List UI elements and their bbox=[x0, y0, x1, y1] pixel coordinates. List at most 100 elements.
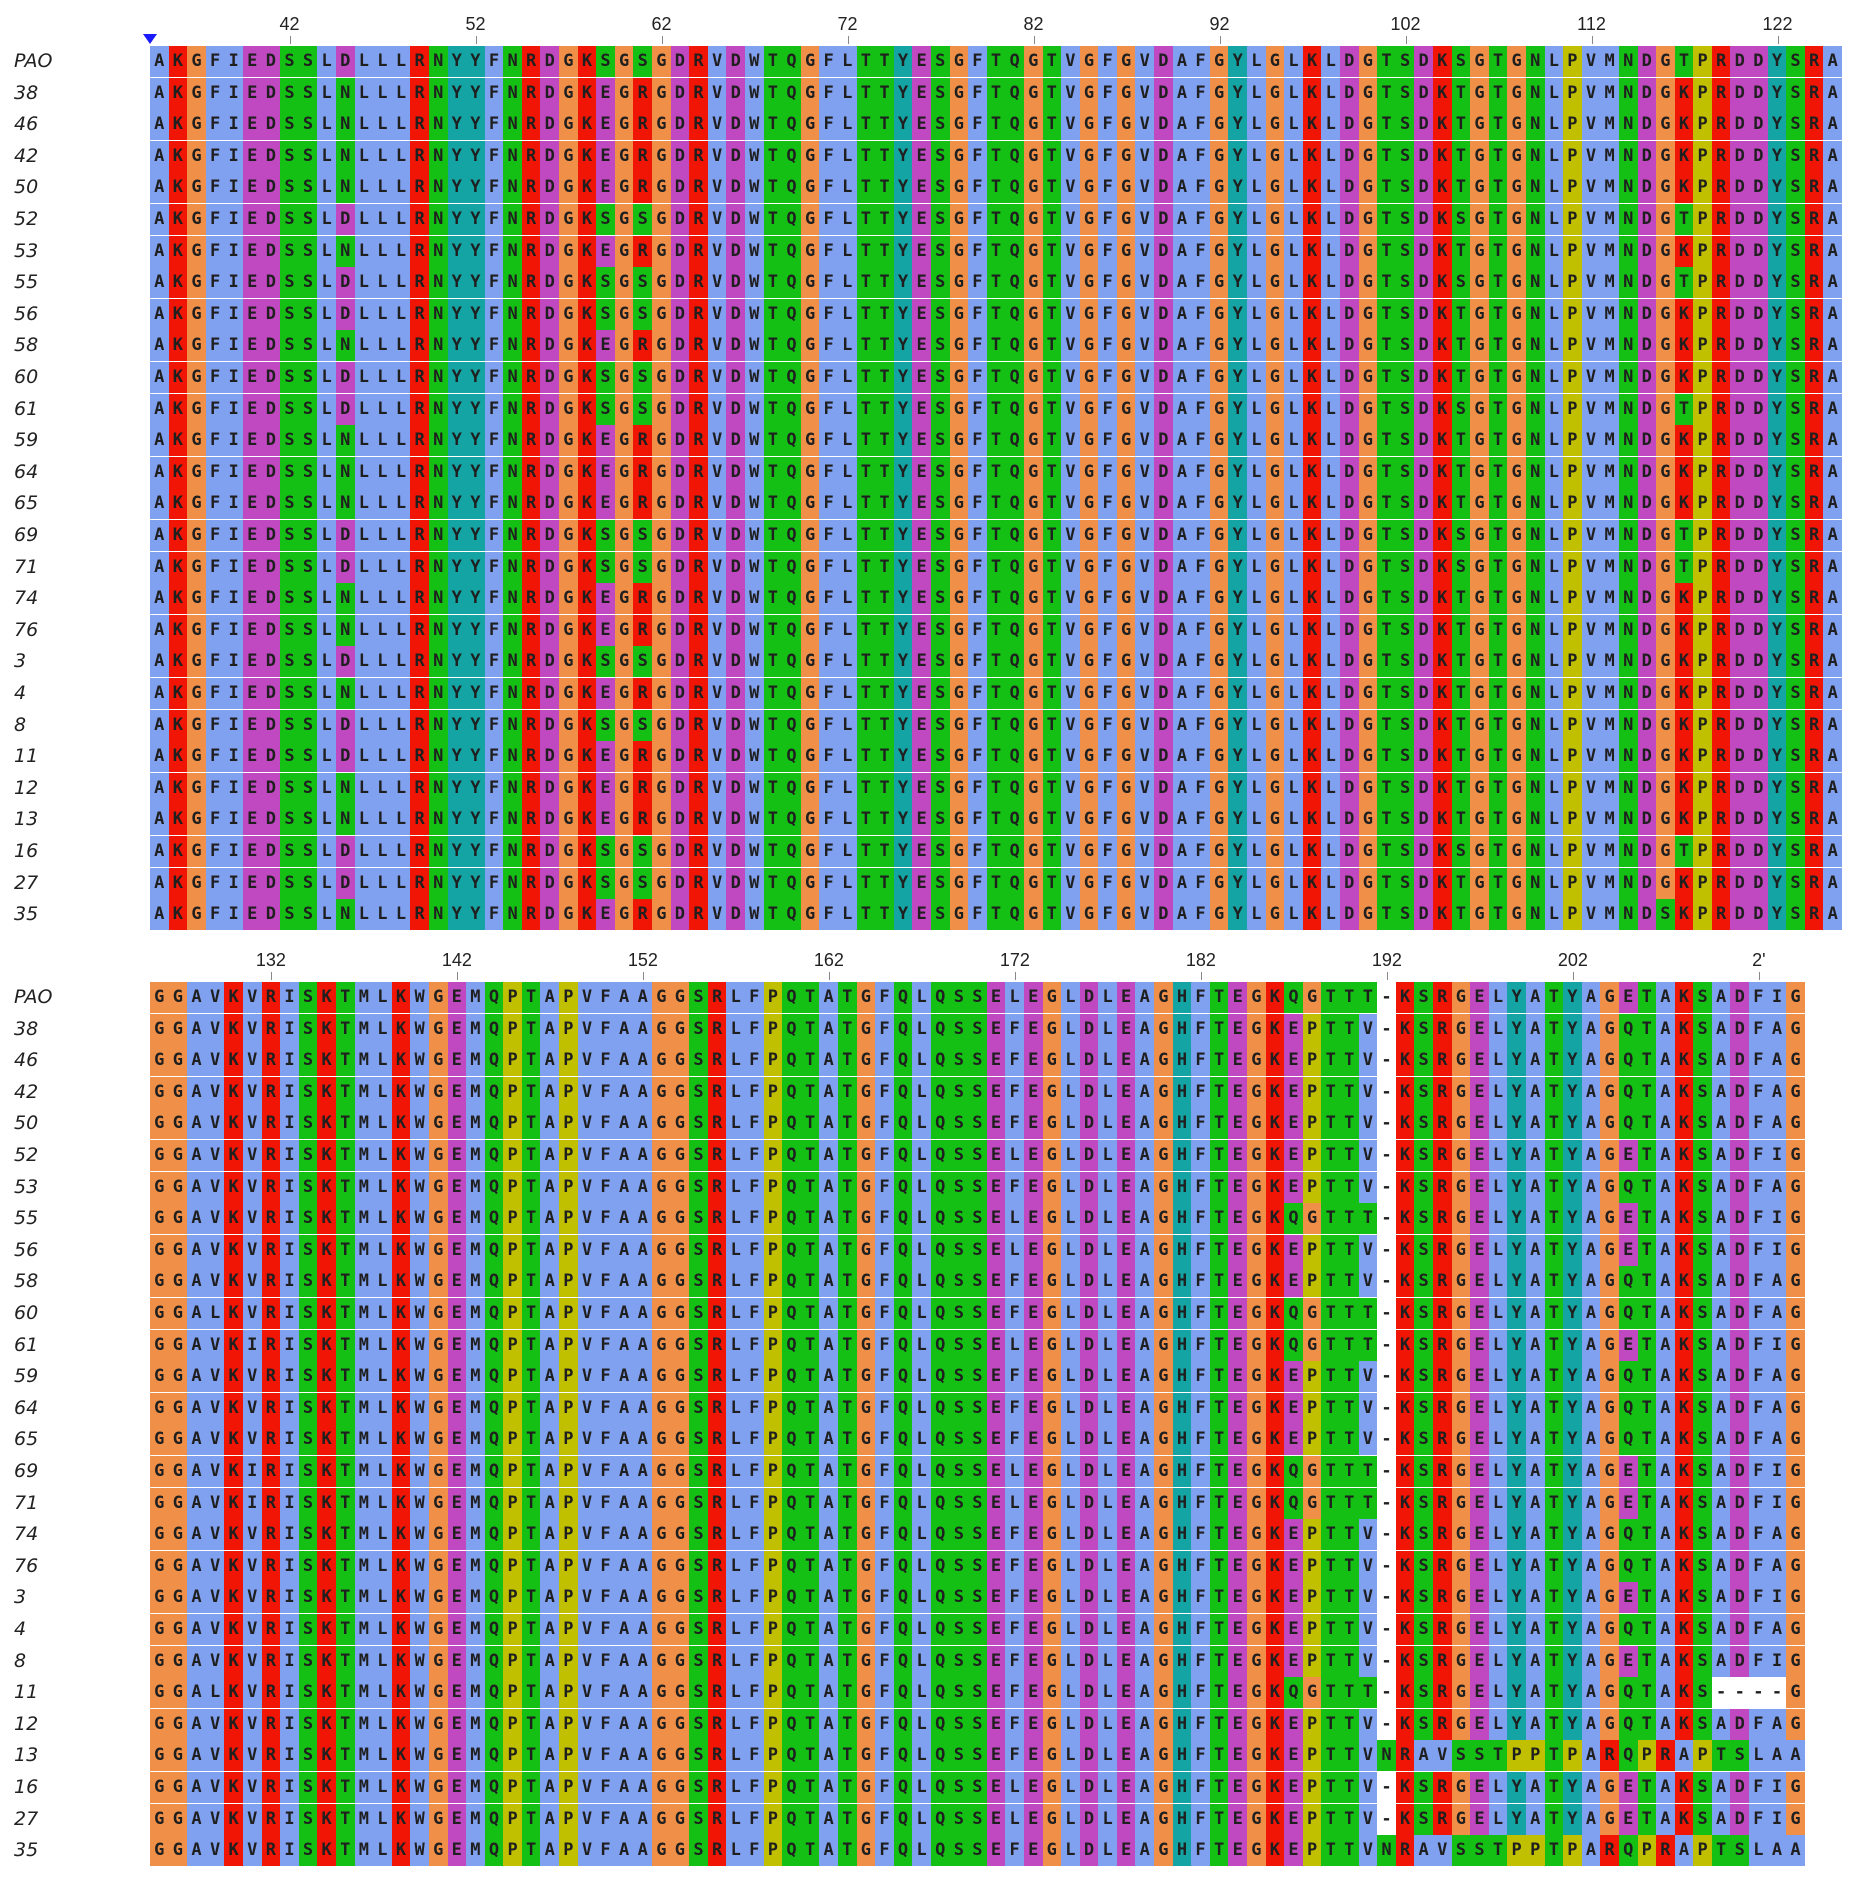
residue-cell: G bbox=[949, 172, 969, 204]
sequence-name[interactable]: 11 bbox=[14, 745, 39, 768]
sequence-name[interactable]: 13 bbox=[14, 808, 39, 831]
sequence-name[interactable]: 65 bbox=[14, 1428, 39, 1451]
sequence-name[interactable]: 46 bbox=[14, 1049, 39, 1072]
sequence-name[interactable]: 53 bbox=[14, 239, 39, 262]
sequence-name[interactable]: 61 bbox=[14, 397, 39, 420]
sequence-name[interactable]: 4 bbox=[14, 1618, 27, 1640]
residue-cell: T bbox=[521, 1456, 541, 1487]
residue-cell: H bbox=[1172, 1740, 1192, 1772]
sequence-name[interactable]: 74 bbox=[14, 1523, 39, 1546]
sequence-name[interactable]: 56 bbox=[14, 1238, 39, 1261]
residue-cell: T bbox=[1637, 1298, 1657, 1329]
sequence-name[interactable]: 76 bbox=[14, 1554, 39, 1577]
sequence-name[interactable]: 59 bbox=[14, 1365, 39, 1388]
residue-cell: T bbox=[856, 46, 876, 77]
residue-cell: G bbox=[1302, 1677, 1322, 1709]
residue-cell: S bbox=[1395, 362, 1415, 393]
residue-cell: R bbox=[707, 1045, 727, 1077]
sequence-name[interactable]: 42 bbox=[14, 1080, 39, 1103]
residue-cell: I bbox=[242, 1456, 262, 1487]
sequence-name[interactable]: 38 bbox=[14, 81, 39, 104]
residue-cell: L bbox=[1061, 1614, 1080, 1645]
sequence-name[interactable]: 65 bbox=[14, 492, 39, 515]
sequence-name[interactable]: 55 bbox=[14, 271, 39, 294]
residue-cell: F bbox=[968, 456, 987, 488]
sequence-name[interactable]: 61 bbox=[14, 1333, 39, 1356]
sequence-name[interactable]: 8 bbox=[14, 713, 27, 736]
residue-cell: Y bbox=[1228, 425, 1248, 457]
sequence-name[interactable]: 50 bbox=[14, 176, 39, 199]
sequence-name[interactable]: 60 bbox=[14, 366, 39, 388]
sequence-name[interactable]: 3 bbox=[14, 650, 27, 673]
sequence-name[interactable]: 16 bbox=[14, 840, 39, 862]
residue-cell: L bbox=[373, 1108, 392, 1140]
sequence-name[interactable]: 52 bbox=[14, 1144, 39, 1166]
sequence-name[interactable]: 11 bbox=[14, 1681, 39, 1704]
residue-cell: G bbox=[856, 1329, 876, 1361]
sequence-name[interactable]: 27 bbox=[14, 871, 39, 894]
sequence-name[interactable]: 12 bbox=[14, 1712, 39, 1735]
residue-cell: E bbox=[1228, 1424, 1248, 1456]
residue-cell: Q bbox=[782, 583, 801, 615]
sequence-name[interactable]: 16 bbox=[14, 1776, 39, 1798]
residue-cell: G bbox=[1154, 1645, 1173, 1677]
residue-cell: L bbox=[1321, 204, 1340, 235]
residue-cell: Q bbox=[1618, 1614, 1638, 1645]
residue-cell: L bbox=[1247, 330, 1266, 362]
sequence-name[interactable]: 69 bbox=[14, 524, 39, 546]
sequence-name[interactable]: 13 bbox=[14, 1744, 39, 1767]
sequence-name[interactable]: 4 bbox=[14, 682, 27, 704]
residue-cell: G bbox=[652, 520, 671, 551]
sequence-name[interactable]: 71 bbox=[14, 1491, 39, 1514]
residue-cell: L bbox=[317, 899, 336, 931]
residue-cell: L bbox=[1005, 1140, 1024, 1171]
residue-cell: A bbox=[1525, 1108, 1545, 1140]
sequence-name[interactable]: 56 bbox=[14, 302, 39, 325]
sequence-name[interactable]: 8 bbox=[14, 1649, 27, 1672]
sequence-name[interactable]: 58 bbox=[14, 334, 39, 357]
residue-cell: P bbox=[503, 1045, 522, 1077]
residue-cell: T bbox=[1340, 1487, 1359, 1519]
residue-cell: G bbox=[1451, 1171, 1471, 1203]
sequence-name[interactable]: 74 bbox=[14, 587, 39, 610]
sequence-name[interactable]: 52 bbox=[14, 208, 39, 230]
residue-cell: W bbox=[745, 520, 764, 551]
sequence-anchor-marker[interactable] bbox=[143, 34, 157, 44]
residue-cell: G bbox=[1209, 741, 1229, 773]
residue-cell: T bbox=[1042, 46, 1062, 77]
residue-cell: T bbox=[1637, 1045, 1657, 1077]
sequence-name[interactable]: 38 bbox=[14, 1017, 39, 1040]
sequence-name[interactable]: PAO bbox=[14, 50, 53, 72]
residue-cell: A bbox=[150, 330, 169, 362]
sequence-name[interactable]: 53 bbox=[14, 1175, 39, 1198]
sequence-name[interactable]: 64 bbox=[14, 460, 39, 483]
sequence-name[interactable]: 59 bbox=[14, 429, 39, 452]
residue-cell: G bbox=[1470, 393, 1489, 425]
residue-cell: D bbox=[540, 709, 560, 741]
sequence-name[interactable]: 55 bbox=[14, 1207, 39, 1230]
residue-cell: G bbox=[1358, 456, 1378, 488]
sequence-name[interactable]: 42 bbox=[14, 144, 39, 167]
residue-cell: R bbox=[1804, 456, 1824, 488]
sequence-name[interactable]: 46 bbox=[14, 113, 39, 136]
sequence-name[interactable]: 50 bbox=[14, 1112, 39, 1135]
residue-cell: K bbox=[577, 267, 597, 299]
sequence-name[interactable]: 60 bbox=[14, 1302, 39, 1324]
sequence-name[interactable]: 12 bbox=[14, 776, 39, 799]
residue-cell: G bbox=[1656, 614, 1675, 646]
residue-cell: K bbox=[1302, 709, 1322, 741]
sequence-name[interactable]: 71 bbox=[14, 555, 39, 578]
residue-cell: R bbox=[1711, 741, 1731, 773]
sequence-name[interactable]: 76 bbox=[14, 618, 39, 641]
residue-cell: G bbox=[150, 1645, 169, 1677]
sequence-name[interactable]: 3 bbox=[14, 1586, 27, 1609]
sequence-name[interactable]: PAO bbox=[14, 986, 53, 1008]
residue-cell: L bbox=[1284, 204, 1303, 235]
residue-cell: S bbox=[298, 772, 318, 804]
residue-cell: E bbox=[912, 172, 931, 204]
sequence-name[interactable]: 58 bbox=[14, 1270, 39, 1293]
sequence-name[interactable]: 69 bbox=[14, 1460, 39, 1482]
sequence-name[interactable]: 64 bbox=[14, 1396, 39, 1419]
sequence-name[interactable]: 35 bbox=[14, 903, 39, 926]
